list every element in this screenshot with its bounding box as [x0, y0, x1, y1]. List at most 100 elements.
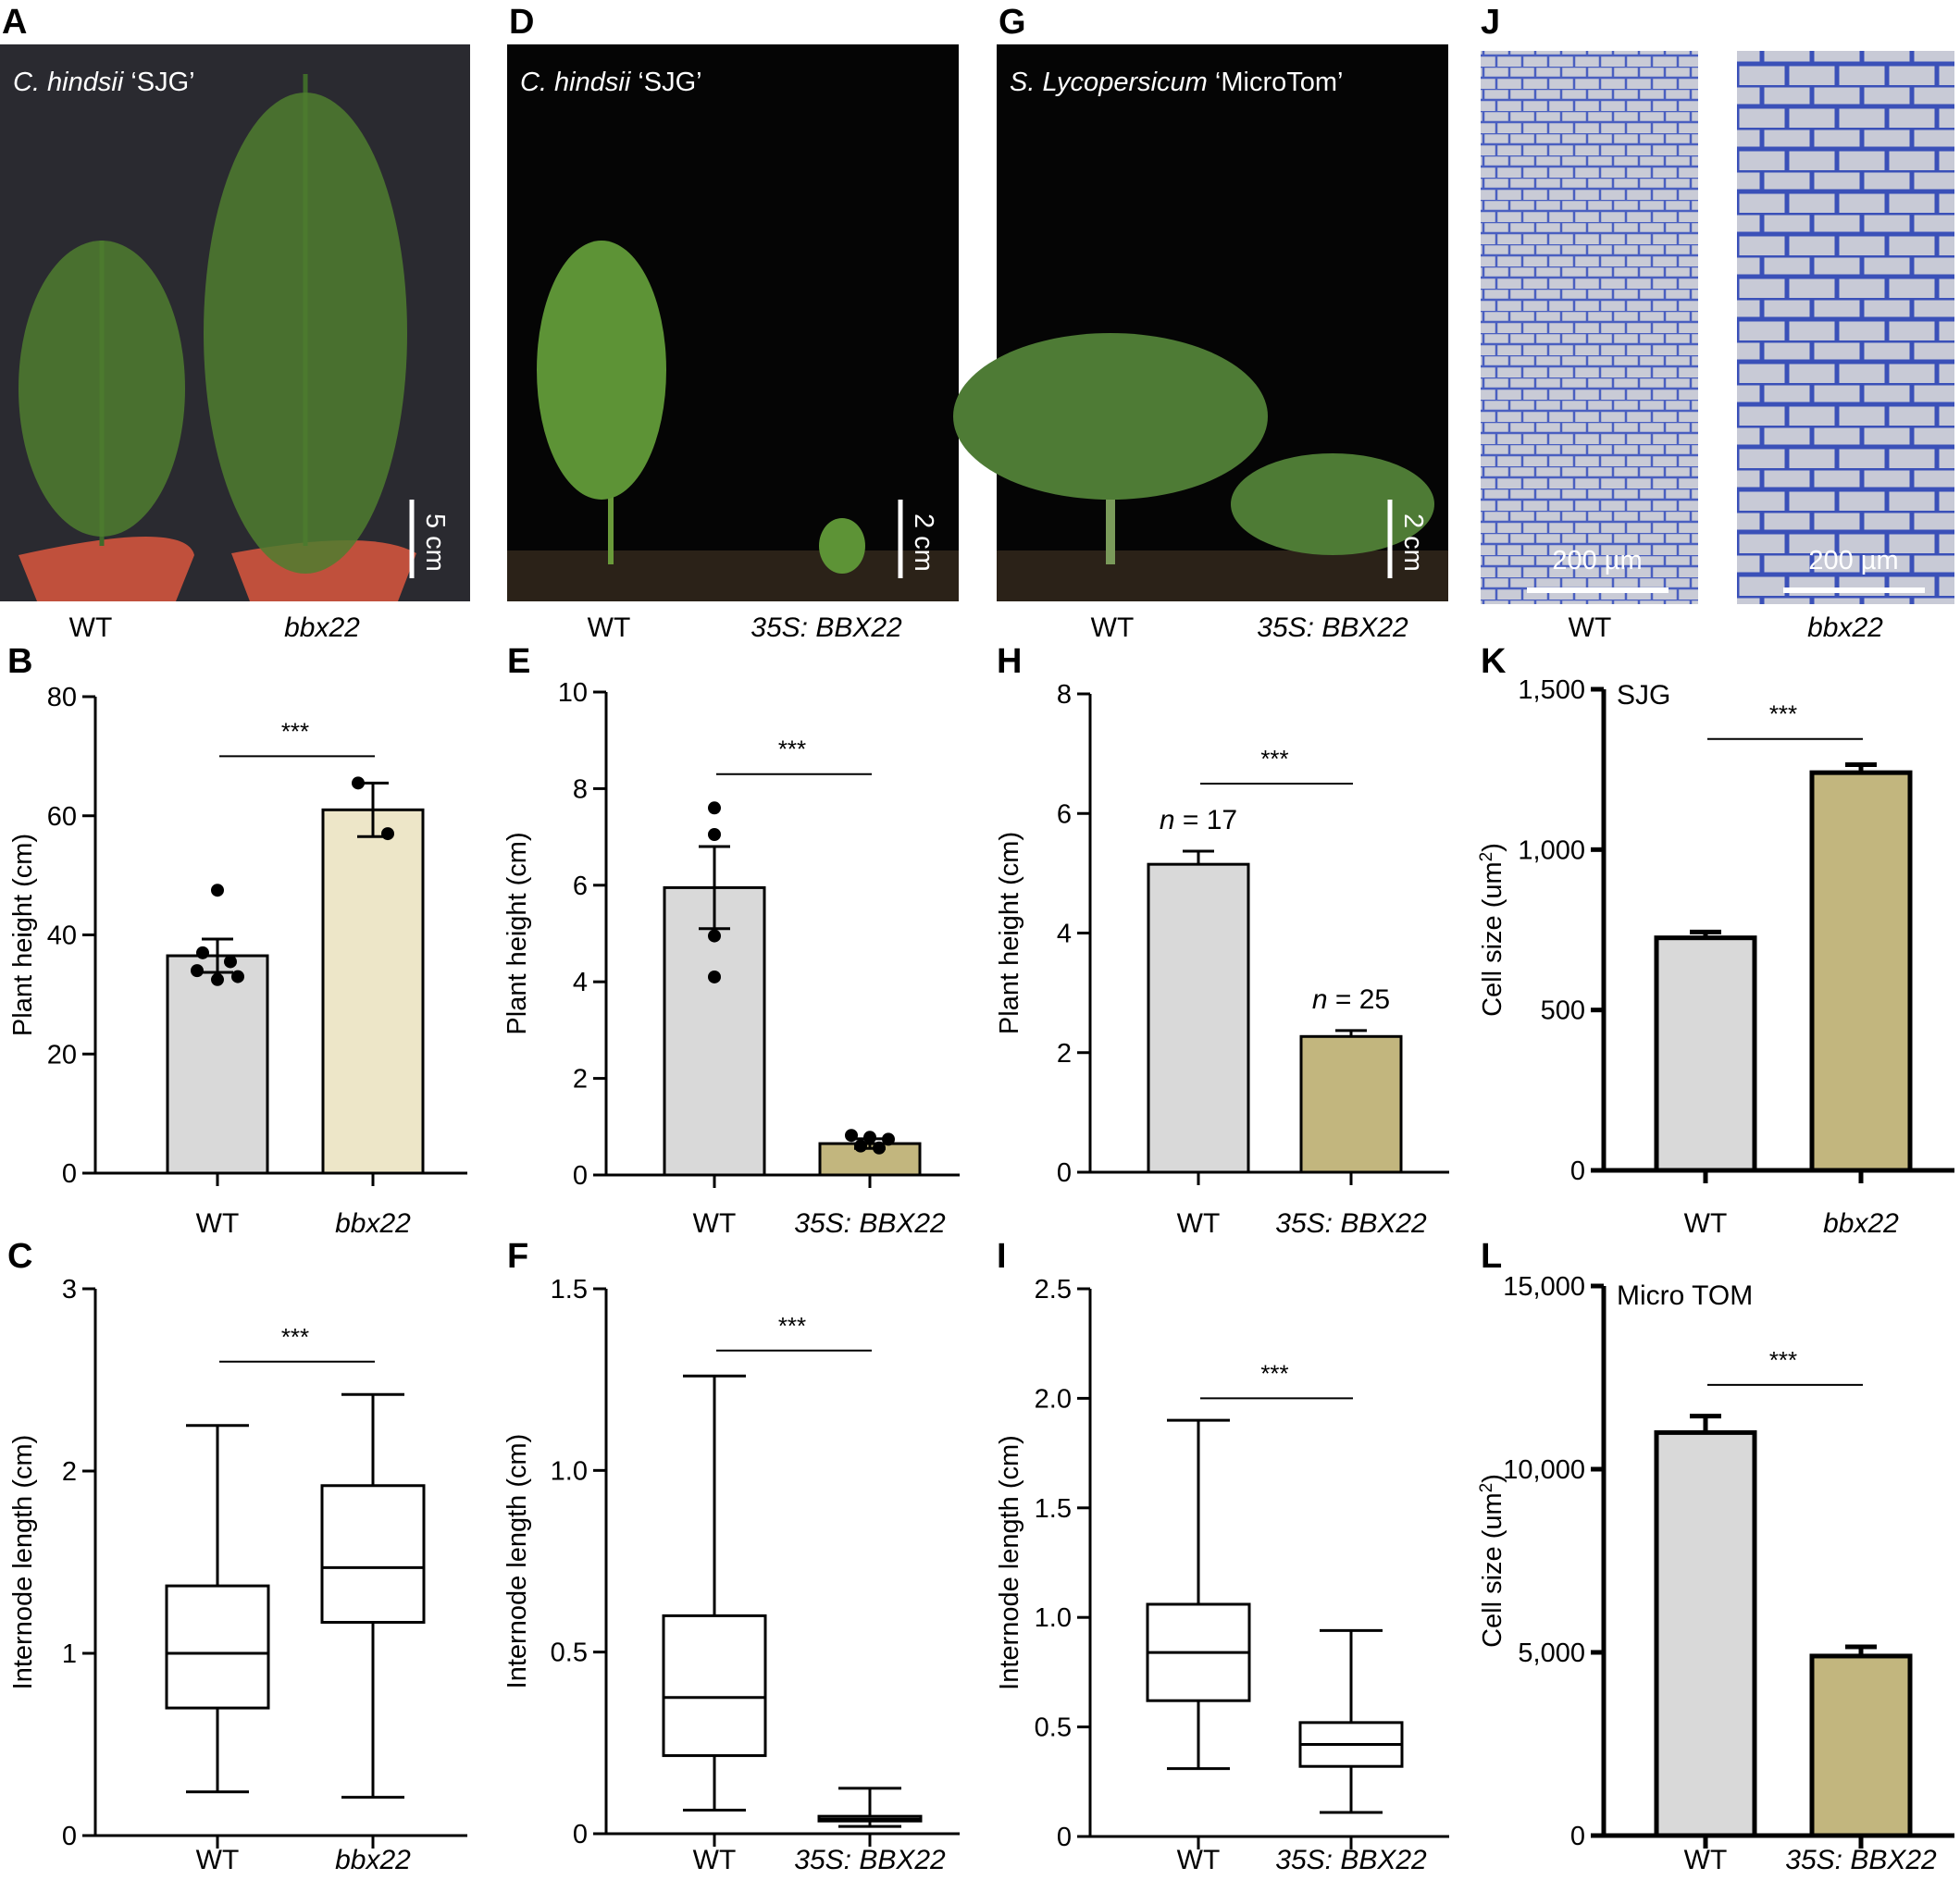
- y-label-text: Plant height (cm): [8, 834, 38, 1036]
- x-category-label: 35S: BBX22: [1275, 1208, 1427, 1239]
- x-category-label: WT: [1177, 1845, 1221, 1875]
- foliage-wt: [19, 241, 185, 537]
- y-axis-label: Plant height (cm): [502, 832, 532, 1034]
- bar: [321, 808, 425, 1175]
- y-tick-label: 2: [573, 1065, 588, 1094]
- n-label: n = 17: [1160, 805, 1237, 835]
- y-tick-label: 15,000: [1503, 1272, 1585, 1302]
- y-tick-label: 8: [573, 774, 588, 804]
- caption-cultivar: ‘SJG’: [630, 68, 701, 97]
- y-tick-label: 6: [1057, 799, 1072, 829]
- x-category-label: bbx22: [335, 1845, 411, 1875]
- photo-caption: C. hindsii ‘SJG’: [520, 68, 702, 97]
- genotype-label: bbx22: [284, 612, 360, 643]
- y-tick-label: 60: [47, 802, 77, 832]
- foliage-oe: [1231, 453, 1434, 555]
- caption-species: S. Lycopersicum: [1010, 68, 1208, 97]
- micrograph-panel-J: J 200 µm WT 200 µm bbx22: [1481, 3, 1954, 643]
- scale-label: 2 cm: [909, 513, 938, 572]
- y-tick-label: 40: [47, 921, 77, 951]
- chart-H: H 0 2 4 6 8 Plant height (cm) WT 35S: BBX22 n = 1…: [995, 642, 1449, 1239]
- y-tick-label: 2.0: [1035, 1384, 1072, 1414]
- n-value: = 17: [1175, 805, 1238, 835]
- significance-label: ***: [1769, 700, 1797, 728]
- x-category-label: WT: [196, 1845, 240, 1875]
- x-category-label: WT: [693, 1845, 737, 1875]
- panel-letter: A: [2, 3, 27, 42]
- y-tick-label: 10,000: [1503, 1455, 1585, 1485]
- n-symbol: n: [1312, 984, 1328, 1015]
- y-tick-label: 4: [1057, 920, 1072, 949]
- x-category-label: 35S: BBX22: [794, 1208, 946, 1239]
- y-tick-label: 1.0: [1035, 1603, 1072, 1633]
- panel-letter: J: [1481, 3, 1500, 42]
- x-category-label: bbx22: [1823, 1208, 1899, 1239]
- chart-B: B 0 20 40 60 80 Plant height (cm) WT bbx22 ***: [7, 642, 467, 1239]
- y-tick-label: 0: [62, 1822, 77, 1851]
- y-tick-label: 2.5: [1035, 1275, 1072, 1305]
- data-point: [231, 970, 244, 983]
- foliage-wt: [953, 333, 1268, 500]
- data-point: [352, 776, 365, 790]
- x-category-label: WT: [196, 1208, 240, 1239]
- y-tick-label: 0: [1570, 1156, 1585, 1186]
- y-tick-label: 2: [62, 1457, 77, 1487]
- chart-F: F 0 0.5 1.0 1.5 Internode length (cm) WT 35S: B…: [502, 1237, 960, 1875]
- y-label-text: Plant height (cm): [502, 832, 532, 1034]
- box: [320, 1484, 426, 1625]
- y-tick-label: 1,000: [1518, 835, 1585, 865]
- panel-letter: D: [509, 3, 534, 42]
- scale-label: 200 µm: [1808, 546, 1898, 575]
- y-tick-label: 2: [1057, 1039, 1072, 1069]
- chart-I: I 0 0.5 1.0 1.5 2.0 2.5 Internode length (cm) WT…: [995, 1237, 1449, 1875]
- y-label-end: ): [1478, 843, 1507, 852]
- bar: [1654, 935, 1757, 1173]
- panel-letter: I: [997, 1237, 1007, 1276]
- y-tick-label: 0: [1057, 1823, 1072, 1852]
- caption-cultivar: ‘SJG’: [123, 68, 194, 97]
- photo-caption: S. Lycopersicum ‘MicroTom’: [1010, 68, 1343, 97]
- y-label-sup: 2: [1477, 852, 1496, 862]
- x-category-label: WT: [1177, 1208, 1221, 1239]
- x-category-label: 35S: BBX22: [1275, 1845, 1427, 1875]
- y-tick-label: 10: [558, 678, 588, 708]
- bar: [1299, 1034, 1403, 1174]
- data-point: [211, 972, 224, 986]
- y-tick-label: 0: [573, 1820, 588, 1849]
- panel-letter: K: [1481, 642, 1507, 681]
- genotype-label: WT: [1091, 612, 1135, 643]
- data-point: [191, 964, 204, 978]
- y-tick-label: 1: [62, 1639, 77, 1669]
- y-tick-label: 1.5: [1035, 1494, 1072, 1524]
- caption-species: C. hindsii: [520, 68, 632, 97]
- data-point: [845, 1129, 858, 1143]
- x-category-label: WT: [1684, 1208, 1728, 1239]
- y-label-text: Internode length (cm): [502, 1434, 532, 1689]
- x-category-label: WT: [1684, 1845, 1728, 1875]
- significance-label: ***: [1260, 745, 1288, 773]
- y-tick-label: 1.0: [551, 1456, 588, 1486]
- y-tick-label: 0: [573, 1161, 588, 1191]
- data-point: [196, 946, 209, 959]
- y-tick-label: 0.5: [551, 1638, 588, 1668]
- y-tick-label: 0.5: [1035, 1713, 1072, 1743]
- x-category-label: bbx22: [335, 1208, 411, 1239]
- significance-label: ***: [778, 736, 806, 763]
- y-tick-label: 0: [62, 1159, 77, 1189]
- genotype-label: 35S: BBX22: [751, 612, 902, 643]
- significance-label: ***: [1260, 1359, 1288, 1387]
- panel-letter: F: [507, 1237, 528, 1276]
- data-point: [708, 827, 721, 841]
- panel-letter: B: [7, 642, 32, 681]
- bar: [1147, 862, 1250, 1174]
- chart-C: C 0 1 2 3 Internode length (cm) WT bbx22 ***: [7, 1237, 467, 1875]
- panel-letter: H: [997, 642, 1022, 681]
- bar: [1809, 770, 1913, 1173]
- bar: [1654, 1429, 1757, 1838]
- y-axis-label: Cell size (um2): [1477, 1474, 1508, 1648]
- scale-label: 200 µm: [1552, 546, 1642, 575]
- n-label: n = 25: [1312, 984, 1390, 1015]
- x-category-label: 35S: BBX22: [1785, 1845, 1937, 1875]
- panel-letter: L: [1481, 1237, 1502, 1276]
